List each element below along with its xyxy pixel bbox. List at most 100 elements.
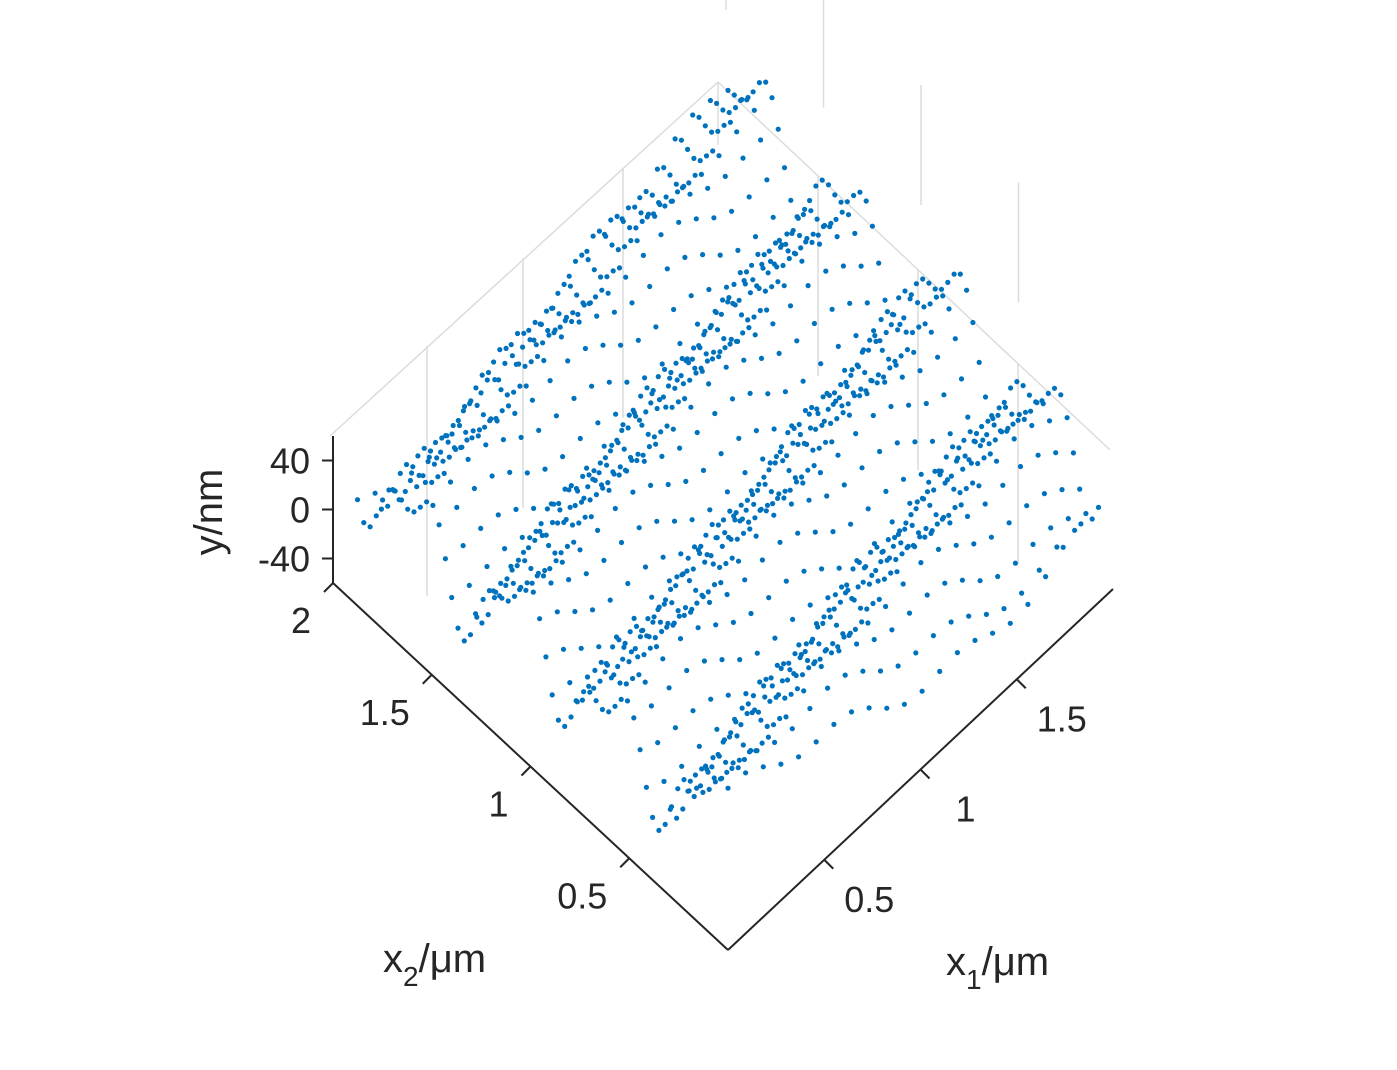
data-point	[661, 778, 667, 785]
x2-title-sub: 2	[403, 961, 419, 992]
data-point	[902, 526, 908, 532]
data-point	[1064, 415, 1070, 421]
data-point	[644, 633, 650, 639]
data-point	[1020, 383, 1026, 389]
data-point	[960, 466, 966, 472]
data-point	[654, 166, 661, 172]
data-point	[505, 598, 511, 604]
data-point	[819, 566, 825, 572]
data-point	[839, 209, 845, 215]
data-point	[797, 655, 803, 661]
data-point	[439, 435, 445, 441]
data-point	[451, 445, 457, 451]
data-point	[579, 252, 585, 258]
data-point	[678, 551, 684, 557]
data-point	[983, 611, 990, 618]
data-point	[909, 522, 915, 529]
data-point	[805, 467, 811, 473]
data-point	[865, 506, 871, 512]
data-point	[799, 474, 805, 480]
data-point	[823, 268, 829, 274]
data-point	[896, 295, 902, 301]
data-point	[770, 501, 776, 507]
data-point	[641, 458, 647, 464]
data-point	[989, 413, 995, 419]
data-point	[521, 330, 527, 336]
data-point	[604, 462, 610, 468]
data-point	[650, 211, 657, 217]
data-point	[822, 648, 828, 654]
data-point	[857, 605, 864, 611]
data-point	[682, 605, 689, 611]
data-point	[837, 599, 844, 605]
data-point	[526, 327, 532, 333]
data-point	[478, 390, 484, 396]
data-point	[515, 557, 522, 563]
data-point	[941, 392, 947, 398]
data-point	[558, 550, 564, 556]
data-point	[608, 217, 614, 223]
data-point	[480, 412, 486, 418]
data-point	[951, 486, 957, 492]
data-point	[717, 349, 723, 355]
data-point	[699, 592, 705, 598]
x2-axis-title: x2/μm	[383, 937, 486, 992]
data-point	[424, 499, 430, 505]
data-point	[849, 595, 855, 602]
data-point	[635, 451, 641, 457]
data-point	[460, 408, 466, 414]
data-point	[361, 520, 367, 526]
data-point	[1025, 601, 1031, 608]
data-point	[761, 252, 767, 258]
data-point	[498, 387, 504, 393]
data-point	[879, 549, 885, 555]
data-point	[854, 641, 860, 647]
data-point	[601, 557, 607, 564]
data-point	[821, 418, 827, 424]
data-point	[886, 356, 892, 362]
data-point	[675, 608, 681, 614]
data-point	[785, 430, 791, 436]
data-point	[848, 521, 854, 527]
data-point	[405, 506, 411, 512]
data-point	[771, 512, 777, 518]
data-point	[1058, 392, 1064, 398]
data-point	[560, 646, 567, 652]
y-tick-label: -40	[258, 539, 310, 580]
data-point	[679, 355, 685, 362]
data-point	[679, 185, 686, 191]
data-point	[811, 661, 817, 667]
data-point	[546, 332, 552, 338]
data-point	[811, 320, 818, 327]
data-point	[542, 466, 548, 472]
data-point	[767, 698, 773, 704]
data-point	[691, 345, 697, 351]
data-point	[895, 531, 902, 538]
data-point	[617, 680, 623, 686]
data-point	[686, 578, 693, 584]
data-points	[354, 79, 1102, 834]
data-point	[762, 694, 768, 700]
data-point	[456, 422, 463, 429]
data-point	[977, 578, 983, 584]
data-point	[644, 385, 650, 391]
data-point	[838, 382, 844, 388]
data-point	[851, 192, 857, 199]
data-point	[581, 689, 587, 695]
data-point	[908, 511, 914, 518]
data-point	[775, 126, 781, 132]
data-point	[817, 656, 823, 662]
data-point	[890, 543, 897, 549]
data-point	[779, 678, 786, 684]
data-point	[735, 247, 741, 253]
data-point	[606, 379, 612, 385]
data-point	[555, 520, 561, 526]
data-point	[527, 337, 533, 343]
data-point	[695, 547, 702, 553]
data-point	[745, 317, 751, 323]
data-point	[653, 441, 659, 447]
data-point	[963, 485, 969, 492]
data-point	[1008, 385, 1014, 391]
data-point	[541, 357, 547, 364]
x2-tick-label: 1.5	[360, 692, 410, 733]
